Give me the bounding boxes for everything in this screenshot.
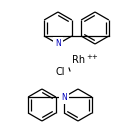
Text: N: N bbox=[61, 92, 67, 101]
Text: ++: ++ bbox=[86, 54, 98, 60]
Text: Rh: Rh bbox=[72, 55, 85, 65]
Text: N: N bbox=[55, 40, 61, 49]
Text: Cl: Cl bbox=[56, 67, 65, 77]
